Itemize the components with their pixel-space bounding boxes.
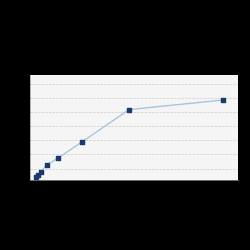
Point (38, 170, 42, 174)
Point (80, 140, 84, 144)
Point (36, 174, 40, 178)
Point (221, 98, 225, 102)
Point (127, 108, 131, 112)
Y-axis label: OD: OD (6, 123, 11, 132)
Point (44, 163, 48, 167)
Point (34, 175, 38, 179)
X-axis label: Human Endothelin Converting Enzyme 1 (ECE1)
Concentration (pg/ml): Human Endothelin Converting Enzyme 1 (EC… (68, 196, 200, 206)
Point (56, 156, 60, 160)
